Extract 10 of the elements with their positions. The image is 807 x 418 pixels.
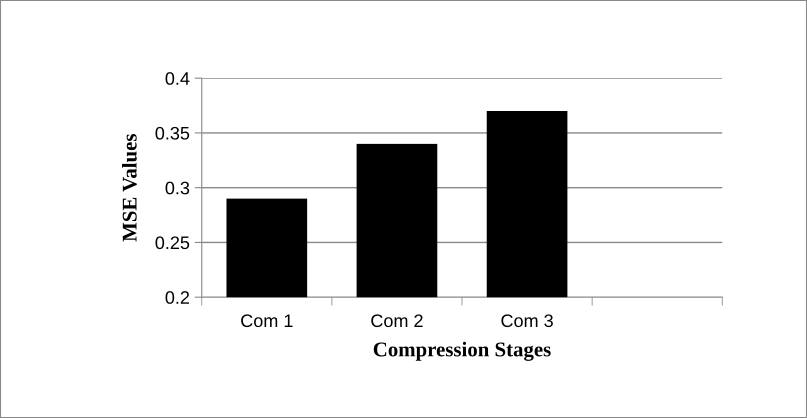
y-tick-label: 0.2 [166, 291, 190, 304]
y-axis-title: MSE Values [122, 134, 137, 242]
x-axis-title: Compression Stages [374, 342, 551, 361]
x-tick-label: Com 3 [501, 314, 553, 328]
y-tick-label: 0.35 [156, 126, 190, 140]
y-tick-label: 0.3 [166, 182, 190, 194]
x-tick-label: Com 1 [241, 314, 293, 328]
x-tick-label: Com 2 [371, 314, 423, 328]
y-tick-label: 0.25 [156, 236, 190, 250]
y-tick-label: 0.4 [166, 72, 190, 85]
